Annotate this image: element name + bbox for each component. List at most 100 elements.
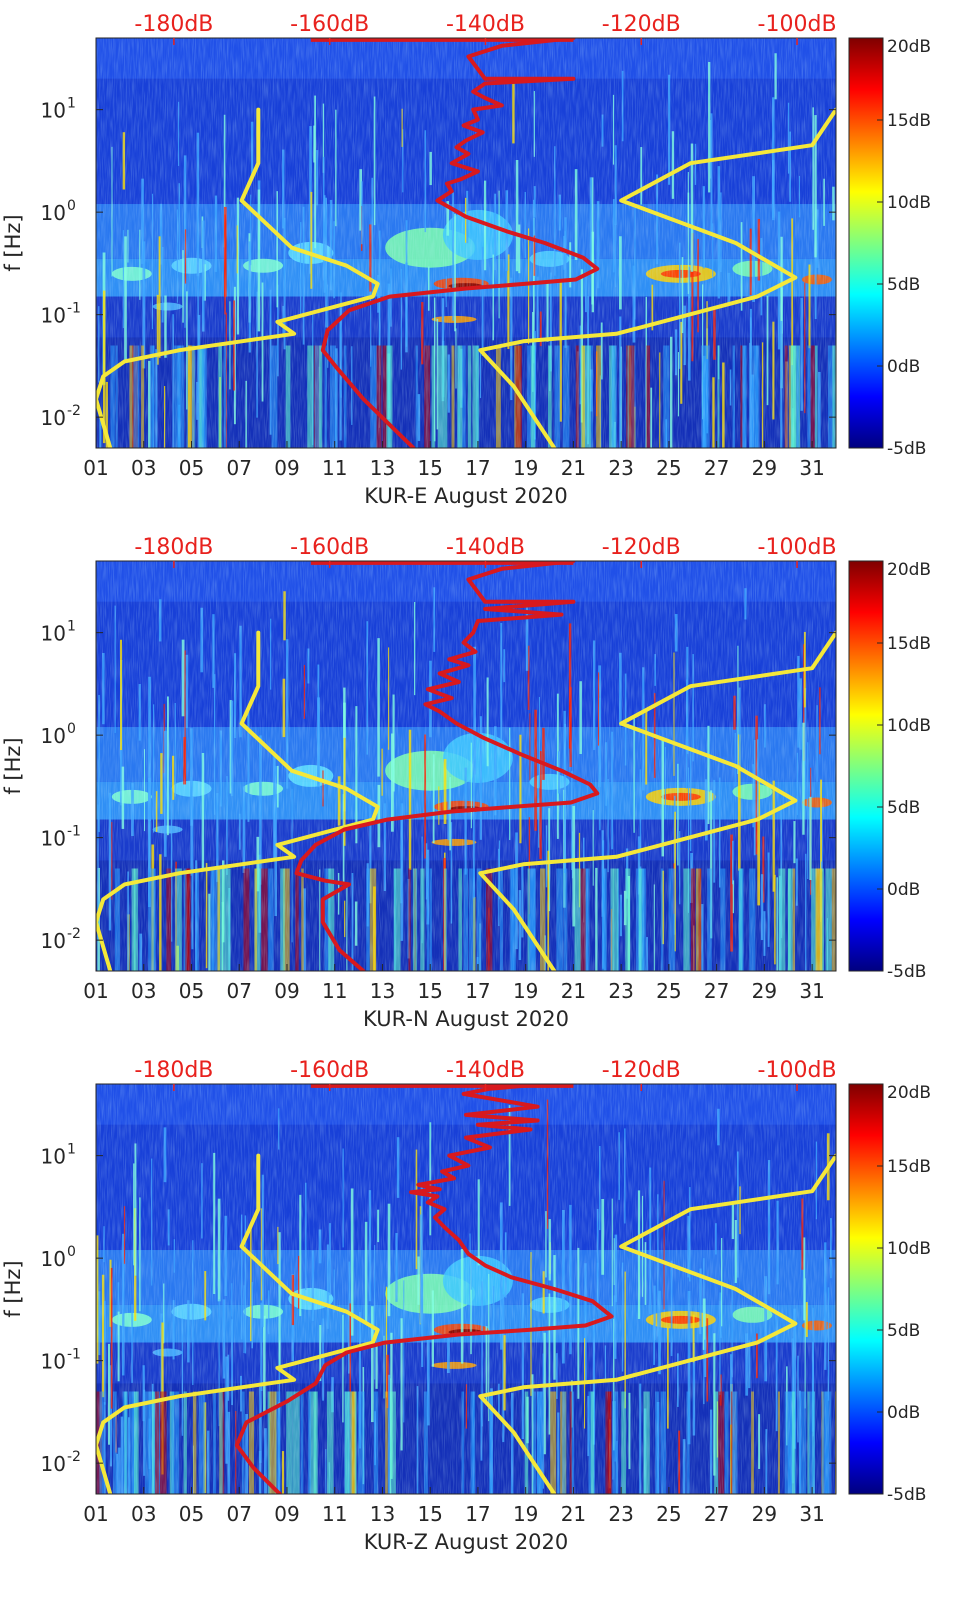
spectrogram-grain [96,561,836,971]
colorbar [848,1083,884,1495]
top-axis-db-label: -160dB [290,535,369,560]
y-tick-exponent: 1 [67,1142,76,1158]
x-tick-label: 15 [417,979,442,1003]
y-tick-exponent: -2 [67,1449,81,1465]
y-axis-label: f [Hz] [1,1260,25,1317]
x-tick-label: 21 [561,1502,586,1526]
x-tick-label: 27 [704,979,729,1003]
y-tick-exponent: -2 [67,926,81,942]
y-tick-exponent: -1 [67,301,81,317]
top-axis-db-label: -180dB [134,1058,213,1083]
colorbar-tick-label: 5dB [887,275,920,295]
colorbar-tick-label: 5dB [887,798,920,818]
median-PSD-line [294,561,600,971]
x-tick-label: 29 [752,979,777,1003]
x-tick-label: 01 [83,979,108,1003]
x-tick-label: 25 [656,1502,681,1526]
y-tick-label: 10 [41,304,66,328]
x-tick-label: 15 [417,1502,442,1526]
y-tick-label: 10 [41,1350,66,1374]
x-tick-label: 01 [83,1502,108,1526]
top-axis-db-label: -100dB [758,1058,837,1083]
top-axis-db-label: -160dB [290,12,369,37]
x-tick-label: 31 [799,456,824,480]
y-tick-label: 10 [41,99,66,123]
median-PSD-line [320,38,600,448]
x-tick-label: 29 [752,1502,777,1526]
x-tick-label: 09 [274,1502,299,1526]
top-axis-db-label: -180dB [134,12,213,37]
x-tick-label: 27 [704,1502,729,1526]
spectrogram [96,38,836,448]
x-tick-label: 21 [561,456,586,480]
x-axis-label: KUR-Z August 2020 [364,1530,569,1554]
y-tick-exponent: 1 [67,619,76,635]
top-axis-db-label: -100dB [758,535,837,560]
x-tick-label: 11 [322,456,347,480]
colorbar-tick-label: -5dB [887,962,926,982]
x-tick-label: 21 [561,979,586,1003]
x-tick-label: 09 [274,979,299,1003]
x-tick-label: 23 [608,1502,633,1526]
plot-frame [95,1083,837,1495]
x-tick-label: 19 [513,1502,538,1526]
top-axis-db-label: -140dB [446,12,525,37]
x-tick-label: 19 [513,456,538,480]
x-axis-label: KUR-N August 2020 [363,1007,569,1031]
spectrogram [96,1084,836,1494]
top-axis-db-label: -160dB [290,1058,369,1083]
y-tick-exponent: 0 [67,721,76,737]
x-tick-label: 13 [370,979,395,1003]
x-tick-label: 05 [179,456,204,480]
x-tick-label: 15 [417,456,442,480]
x-tick-label: 23 [608,979,633,1003]
colorbar-tick-label: 0dB [887,880,920,900]
x-tick-label: 19 [513,979,538,1003]
plot-frame [95,560,837,972]
y-tick-label: 10 [41,929,66,953]
x-tick-label: 31 [799,979,824,1003]
x-tick-label: 29 [752,456,777,480]
colorbar-tick-label: 15dB [887,1157,931,1177]
y-tick-label: 10 [41,1247,66,1271]
x-tick-label: 17 [465,1502,490,1526]
colorbar-tick-label: 15dB [887,111,931,131]
colorbar-tick-label: 20dB [887,37,931,57]
spectrogram [96,561,836,971]
x-tick-label: 31 [799,1502,824,1526]
colorbar-tick-label: 10dB [887,193,931,213]
x-tick-label: 07 [226,979,251,1003]
y-tick-label: 10 [41,1145,66,1169]
low-noise-model-line [96,630,380,971]
y-axis-label: f [Hz] [1,214,25,271]
colorbar-tick-label: 5dB [887,1321,920,1341]
x-tick-label: 13 [370,1502,395,1526]
spectrogram-grain [96,38,836,448]
top-axis-db-label: -140dB [446,1058,525,1083]
y-tick-exponent: 1 [67,96,76,112]
x-axis-label: KUR-E August 2020 [364,484,567,508]
top-axis-db-label: -140dB [446,535,525,560]
colorbar [848,37,884,449]
x-tick-label: 25 [656,979,681,1003]
y-tick-label: 10 [41,406,66,430]
x-tick-label: 05 [179,1502,204,1526]
x-tick-label: 23 [608,456,633,480]
x-tick-label: 11 [322,1502,347,1526]
y-tick-label: 10 [41,724,66,748]
colorbar-tick-label: 0dB [887,1403,920,1423]
top-axis-db-label: -180dB [134,535,213,560]
top-axis-db-label: -120dB [602,12,681,37]
y-tick-exponent: 0 [67,198,76,214]
x-tick-label: 01 [83,456,108,480]
top-axis-db-label: -120dB [602,535,681,560]
top-axis-db-label: -100dB [758,12,837,37]
spectrogram-grain [96,1084,836,1494]
y-tick-exponent: 0 [67,1244,76,1260]
x-tick-label: 05 [179,979,204,1003]
x-tick-label: 03 [131,979,156,1003]
x-tick-label: 25 [656,456,681,480]
